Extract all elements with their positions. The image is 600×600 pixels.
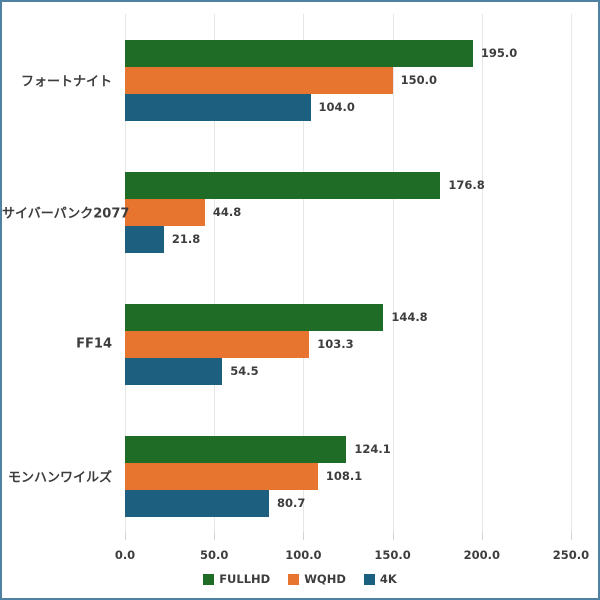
bar-value-label: 104.0	[318, 99, 355, 114]
gridline	[303, 14, 305, 532]
axis-tick	[392, 532, 394, 540]
bar-value-label: 150.0	[400, 72, 437, 87]
axis-tick-label: 200.0	[463, 548, 500, 562]
bar-wqhd	[125, 198, 205, 226]
bar-value-label: 195.0	[480, 45, 518, 60]
bar-wqhd	[125, 462, 318, 490]
bar-4k	[125, 225, 164, 253]
bar-value-label: 54.5	[230, 363, 259, 378]
bar-value-label: 144.8	[391, 309, 428, 324]
bar-value-label: 80.7	[276, 495, 306, 510]
axis-tick	[125, 532, 126, 540]
axis-tick	[303, 532, 305, 540]
bar-value-label: 176.8	[448, 177, 485, 192]
legend: FULLHD WQHD 4K	[2, 571, 598, 587]
bar-4k	[125, 93, 311, 121]
legend-label: FULLHD	[219, 572, 271, 586]
legend-label: WQHD	[304, 572, 346, 586]
axis-tick	[481, 532, 483, 540]
bar-value-label: 21.8	[171, 231, 201, 246]
legend-item-fullhd: FULLHD	[203, 572, 270, 586]
bar-value-label: 124.1	[354, 441, 391, 456]
legend-swatch-icon	[363, 573, 375, 585]
bar-value-label: 108.1	[325, 468, 363, 483]
bar-value-label: 44.8	[212, 204, 242, 219]
legend-swatch-icon	[203, 573, 215, 585]
gridline	[571, 14, 572, 532]
legend-item-4k: 4K	[363, 572, 397, 586]
axis-tick	[571, 532, 572, 540]
bar-fullhd	[125, 435, 347, 463]
gridline	[481, 14, 483, 532]
axis-tick-label: 150.0	[374, 548, 411, 562]
legend-label: 4K	[379, 572, 397, 586]
category-label: モンハンワイルズ	[7, 470, 112, 486]
gridline	[214, 14, 216, 532]
gridline	[125, 14, 126, 532]
legend-item-wqhd: WQHD	[288, 572, 346, 586]
axis-tick-label: 100.0	[285, 548, 322, 562]
bar-wqhd	[125, 330, 310, 358]
legend-swatch-icon	[288, 573, 300, 585]
plot-area: 195.0 150.0 104.0 176.8 44.8 21.8 144.8 103.3 54…	[125, 14, 572, 532]
category-label: サイバーパンク2077	[2, 206, 130, 222]
axis-tick-label: 0.0	[114, 548, 136, 562]
bar-4k	[125, 357, 223, 385]
axis-tick-label: 250.0	[552, 548, 590, 562]
axis-tick-label: 50.0	[200, 548, 229, 562]
bar-4k	[125, 489, 269, 517]
bar-wqhd	[125, 66, 393, 94]
bar-fullhd	[125, 171, 441, 199]
bar-value-label: 103.3	[317, 336, 354, 351]
gridline	[392, 14, 394, 532]
bar-fullhd	[125, 303, 384, 331]
bar-fullhd	[125, 39, 473, 67]
axis-tick	[214, 532, 216, 540]
category-label: FF14	[76, 336, 112, 352]
category-label: フォートナイト	[20, 74, 112, 90]
